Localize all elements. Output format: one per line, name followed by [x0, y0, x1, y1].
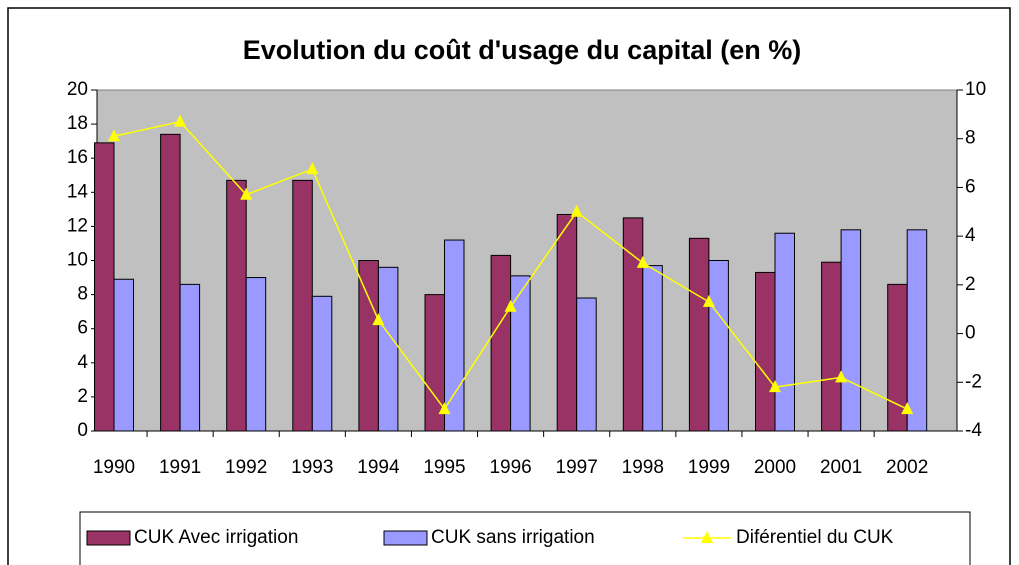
y-tick-label: 10 [67, 250, 88, 271]
y-tick-label: 18 [67, 113, 88, 134]
x-tick-label: 1994 [357, 457, 400, 478]
y-tick-label: 2 [77, 386, 88, 407]
y2-tick-label: 2 [965, 274, 976, 295]
x-tick-label: 1997 [556, 457, 598, 478]
y2-tick-label: 8 [965, 128, 976, 149]
x-tick-label: 2001 [820, 457, 862, 478]
bar [510, 275, 531, 432]
bar [755, 271, 776, 432]
legend-label: Diférentiel du CUK [736, 527, 894, 548]
bar [179, 283, 201, 432]
bar [292, 179, 313, 432]
bar [311, 295, 333, 432]
bar [576, 297, 597, 432]
legend-box [79, 511, 971, 565]
marker [636, 255, 649, 268]
marker [901, 402, 914, 415]
x-tick-label: 1996 [489, 457, 531, 478]
x-tick-label: 2002 [886, 457, 928, 478]
marker [372, 313, 385, 326]
bar [377, 266, 399, 432]
marker [504, 299, 517, 312]
legend-swatch [86, 530, 131, 546]
marker [306, 162, 319, 175]
y2-tick-label: 10 [965, 79, 986, 100]
y-tick-label: 8 [77, 284, 88, 305]
marker [108, 129, 120, 142]
y2-tick-label: -2 [965, 371, 982, 392]
y-tick-label: 0 [77, 420, 88, 441]
y-tick-label: 4 [77, 352, 88, 373]
bar [490, 254, 512, 432]
y2-tick-label: -4 [965, 420, 982, 441]
x-tick-label: 1998 [622, 457, 664, 478]
y2-tick-label: 0 [965, 323, 976, 344]
bar [774, 232, 795, 432]
bar [245, 277, 267, 432]
marker [702, 294, 715, 307]
bar [556, 213, 578, 432]
bar [708, 260, 729, 432]
marker [438, 402, 451, 415]
bar [113, 278, 134, 432]
y-tick-label: 6 [77, 318, 88, 339]
legend-label: CUK Avec irrigation [134, 527, 298, 548]
legend-swatch [383, 530, 428, 546]
y-tick-label: 12 [67, 215, 88, 236]
marker [570, 204, 583, 217]
bar [906, 229, 928, 432]
x-tick-label: 1993 [291, 457, 333, 478]
marker [174, 114, 187, 127]
y2-tick-label: 6 [965, 176, 976, 197]
bar [226, 179, 247, 432]
x-tick-label: 1992 [225, 457, 267, 478]
x-tick-label: 1999 [688, 457, 730, 478]
y-tick-label: 14 [67, 181, 89, 202]
legend-label: CUK sans irrigation [431, 527, 595, 548]
y2-tick-label: 4 [965, 225, 976, 246]
legend-marker [701, 531, 713, 543]
bar [444, 239, 465, 432]
marker [835, 370, 848, 383]
bar [642, 265, 663, 432]
bar [840, 229, 862, 432]
bar [688, 237, 710, 432]
bar [94, 142, 115, 432]
marker [240, 187, 253, 200]
chart-title: Evolution du coût d'usage du capital (en… [243, 35, 801, 65]
x-tick-label: 1995 [423, 457, 465, 478]
bar [160, 133, 181, 432]
x-tick-label: 1991 [159, 457, 201, 478]
y-tick-label: 20 [67, 79, 88, 100]
marker [769, 380, 781, 393]
x-tick-label: 2000 [754, 457, 796, 478]
bar [358, 260, 379, 432]
x-tick-label: 1990 [93, 457, 135, 478]
bar [821, 261, 842, 432]
y-tick-label: 16 [67, 147, 88, 168]
